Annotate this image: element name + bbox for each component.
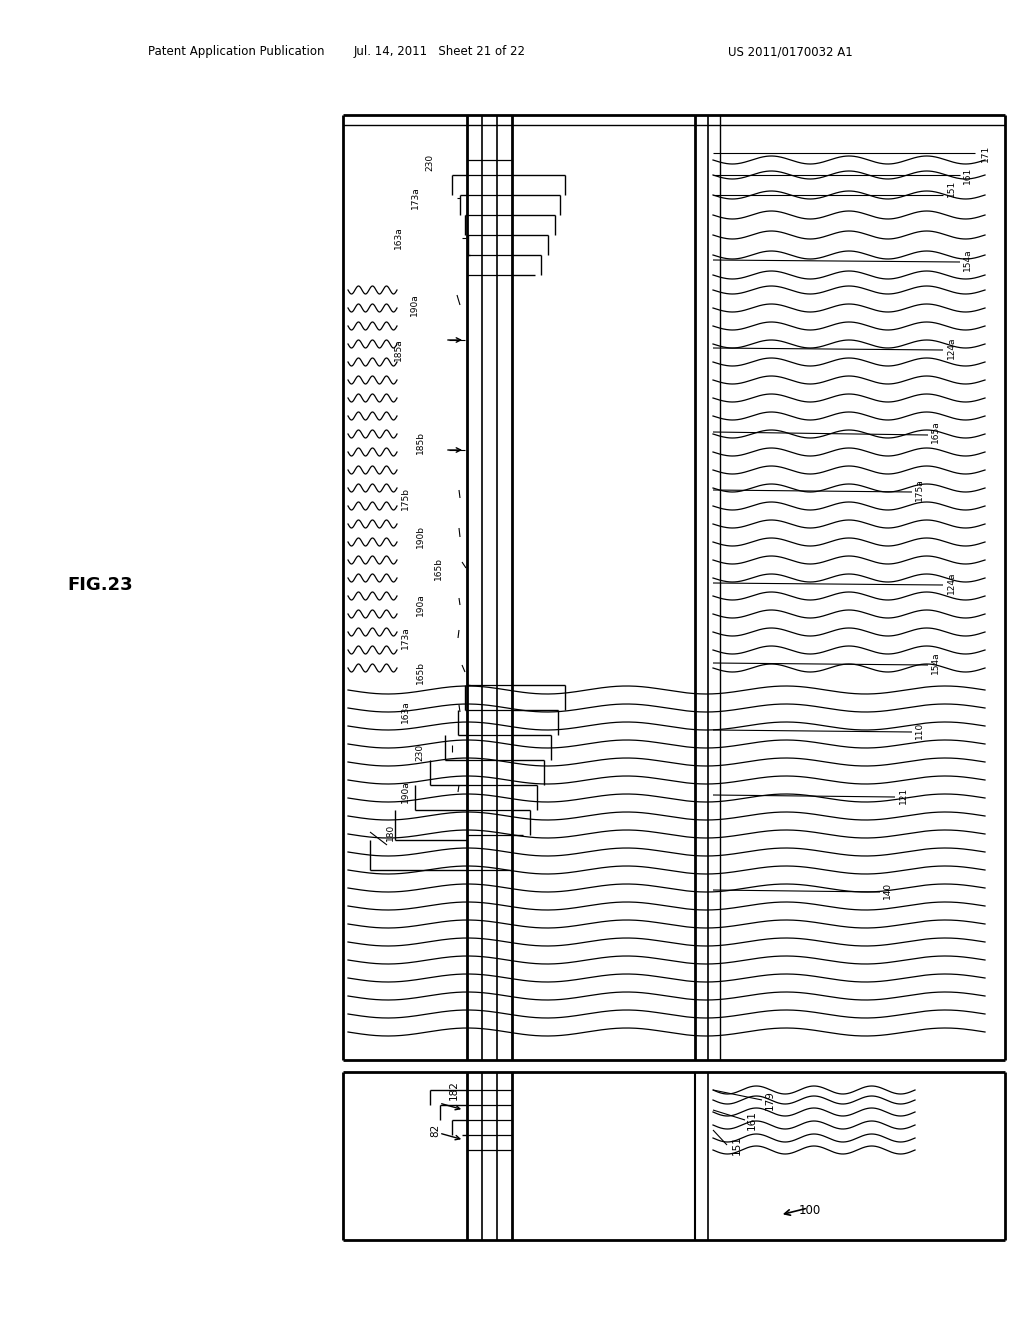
- Text: 165b: 165b: [416, 660, 425, 684]
- Text: 175b: 175b: [400, 487, 410, 510]
- Text: 154a: 154a: [963, 248, 972, 272]
- Text: 140: 140: [883, 882, 892, 899]
- Text: 190b: 190b: [416, 525, 425, 549]
- Text: 165a: 165a: [931, 421, 939, 444]
- Text: 161: 161: [746, 1110, 757, 1130]
- Text: 124a: 124a: [946, 337, 955, 359]
- Text: 182: 182: [449, 1080, 459, 1100]
- Text: FIG.23: FIG.23: [68, 576, 133, 594]
- Text: 151: 151: [946, 180, 955, 197]
- Text: 179: 179: [765, 1090, 775, 1110]
- Text: 185b: 185b: [416, 430, 425, 454]
- Text: 100: 100: [799, 1204, 821, 1217]
- Text: 171: 171: [981, 144, 989, 161]
- Text: 163a: 163a: [400, 701, 410, 723]
- Text: 173a: 173a: [411, 186, 420, 210]
- Text: US 2011/0170032 A1: US 2011/0170032 A1: [728, 45, 852, 58]
- Text: 151: 151: [732, 1135, 742, 1155]
- Text: Patent Application Publication: Patent Application Publication: [148, 45, 325, 58]
- Text: 230: 230: [416, 743, 425, 760]
- Text: 110: 110: [914, 721, 924, 739]
- Text: 154a: 154a: [931, 652, 939, 675]
- Text: 82: 82: [430, 1123, 440, 1137]
- Text: 124a: 124a: [946, 572, 955, 594]
- Text: 185a: 185a: [393, 339, 402, 362]
- Text: 173a: 173a: [400, 627, 410, 649]
- Text: 175a: 175a: [914, 479, 924, 502]
- Text: 163a: 163a: [393, 227, 402, 249]
- Text: 121: 121: [898, 787, 907, 804]
- Text: 165b: 165b: [433, 557, 442, 579]
- Text: Jul. 14, 2011   Sheet 21 of 22: Jul. 14, 2011 Sheet 21 of 22: [354, 45, 526, 58]
- Text: 161: 161: [963, 166, 972, 183]
- Text: 180: 180: [385, 824, 394, 841]
- Text: 190a: 190a: [410, 293, 419, 317]
- Text: 230: 230: [426, 153, 434, 170]
- Text: 190a: 190a: [400, 780, 410, 804]
- Text: 190a: 190a: [416, 594, 425, 616]
